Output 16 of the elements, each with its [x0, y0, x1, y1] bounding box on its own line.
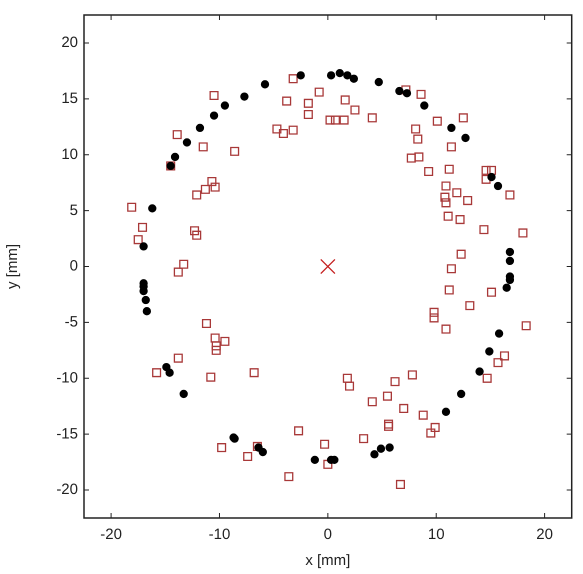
x-tick-label: -10	[208, 526, 230, 544]
y-tick-label: 10	[61, 146, 78, 163]
x-tick-label: 20	[536, 526, 553, 544]
x-tick-label: 10	[428, 526, 445, 544]
x-tick-label: 0	[324, 526, 332, 544]
y-tick-label: -15	[56, 425, 78, 442]
y-tick-label: 0	[70, 258, 78, 275]
y-tick-label: 5	[70, 202, 78, 219]
y-tick-label: 20	[61, 34, 78, 52]
y-tick-label: -20	[56, 481, 78, 498]
y-tick-label: -5	[64, 314, 78, 331]
x-axis-title: x [mm]	[305, 552, 350, 570]
y-axis-title: y [mm]	[4, 244, 22, 289]
y-tick-label: 15	[61, 90, 78, 107]
x-tick-label: -20	[100, 526, 122, 544]
y-tick-label: -10	[56, 369, 78, 386]
